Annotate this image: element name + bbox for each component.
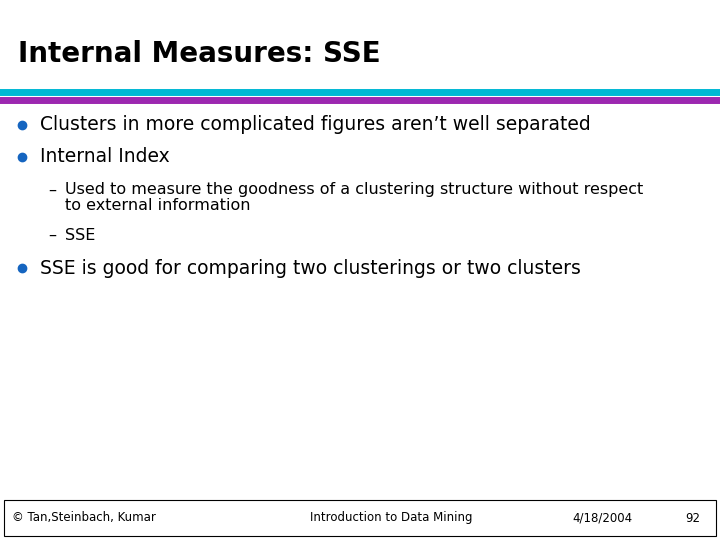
Text: SSE: SSE [65,227,95,242]
Text: © Tan,Steinbach, Kumar: © Tan,Steinbach, Kumar [12,511,156,524]
Text: –: – [48,227,56,242]
Text: Used to measure the goodness of a clustering structure without respect: Used to measure the goodness of a cluste… [65,182,643,197]
Text: Clusters in more complicated figures aren’t well separated: Clusters in more complicated figures are… [40,116,590,134]
Text: to external information: to external information [65,198,251,213]
Text: –: – [48,183,56,198]
Bar [4,500,716,536]
Text: Internal Measures: SSE: Internal Measures: SSE [18,40,381,68]
Text: 4/18/2004: 4/18/2004 [572,511,632,524]
Text: SSE is good for comparing two clusterings or two clusters: SSE is good for comparing two clustering… [40,259,581,278]
Text: Introduction to Data Mining: Introduction to Data Mining [310,511,472,524]
Text: Internal Index: Internal Index [40,147,170,166]
Text: 92: 92 [685,511,700,524]
